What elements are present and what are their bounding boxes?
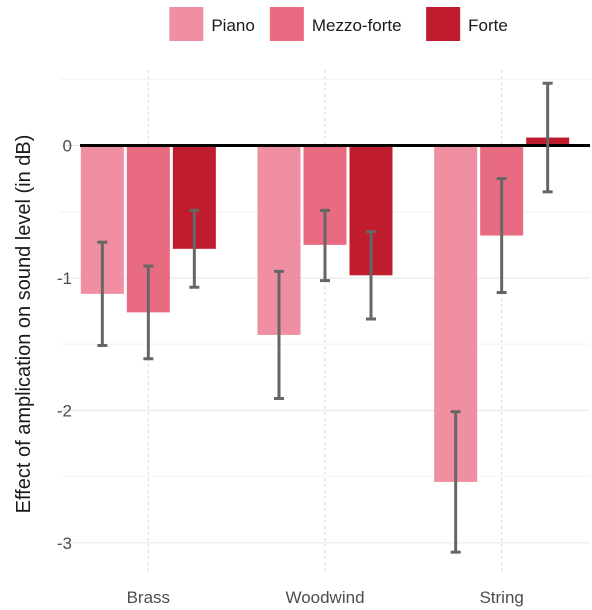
y-tick-label: -3 <box>57 534 72 553</box>
legend-swatch <box>426 7 461 41</box>
x-tick-label: Brass <box>127 588 170 607</box>
x-tick-label: Woodwind <box>285 588 364 607</box>
error-bar-piano-brass <box>97 240 108 348</box>
legend-item-piano: Piano <box>169 7 255 41</box>
legend: Piano Mezzo-forte Forte <box>169 7 508 41</box>
error-bar-mezzo-forte-string <box>496 177 507 295</box>
error-bar-forte-string <box>542 81 553 194</box>
y-axis-title: Effect of amplication on sound level (in… <box>13 135 35 514</box>
error-bar-mezzo-forte-brass <box>143 264 154 361</box>
error-bar-forte-woodwind <box>366 230 376 321</box>
error-bar-piano-woodwind <box>274 269 284 400</box>
error-bar-piano-string <box>450 410 461 554</box>
error-bar-mezzo-forte-woodwind <box>320 208 330 283</box>
y-tick-label: -2 <box>57 401 72 420</box>
legend-item-mezzo-forte: Mezzo-forte <box>269 7 402 41</box>
y-axis-ticks: 0 -1 -2 -3 <box>57 136 72 552</box>
legend-item-forte: Forte <box>426 7 508 41</box>
legend-swatch <box>169 7 204 41</box>
x-tick-label: String <box>479 588 523 607</box>
legend-label: Piano <box>211 16 254 35</box>
legend-label: Forte <box>468 16 508 35</box>
y-tick-label: 0 <box>63 136 72 155</box>
legend-label: Mezzo-forte <box>312 16 402 35</box>
x-axis-ticks: Brass Woodwind String <box>127 588 524 607</box>
y-tick-label: -1 <box>57 269 72 288</box>
error-bar-forte-brass <box>189 208 200 289</box>
error-bars <box>97 81 553 554</box>
legend-swatch <box>269 7 304 41</box>
